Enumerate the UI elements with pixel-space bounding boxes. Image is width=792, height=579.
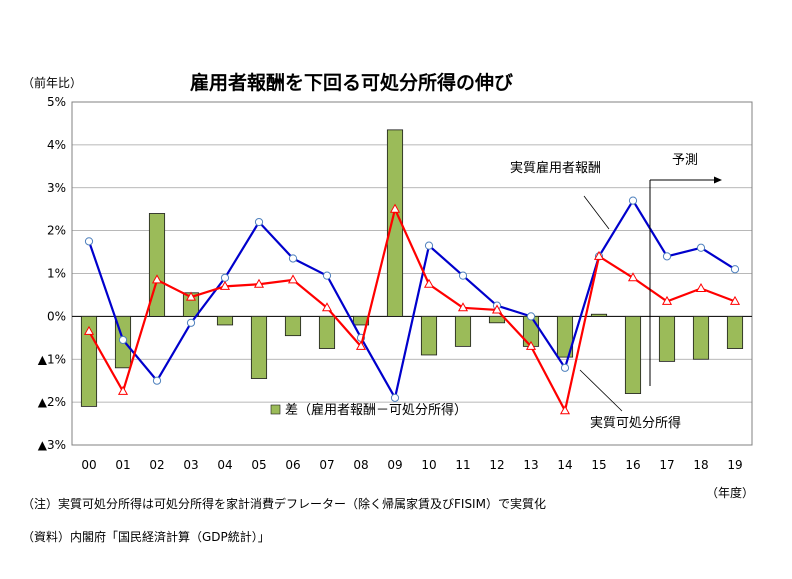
label-disposable: 実質可処分所得 bbox=[590, 415, 681, 431]
point-compensation bbox=[458, 271, 468, 280]
point-disposable bbox=[117, 385, 129, 395]
y-tick-label: 2% bbox=[47, 224, 66, 238]
y-tick-label: 1% bbox=[47, 267, 66, 281]
x-tick-label: 14 bbox=[557, 458, 572, 472]
label-compensation: 実質雇用者報酬 bbox=[510, 160, 601, 176]
x-tick-label: 10 bbox=[421, 458, 436, 472]
x-tick-label: 13 bbox=[523, 458, 538, 472]
x-tick-label: 02 bbox=[149, 458, 164, 472]
y-tick-label: 5% bbox=[47, 95, 66, 109]
point-disposable bbox=[695, 282, 707, 293]
bar-diff bbox=[488, 315, 506, 324]
bar-diff bbox=[284, 315, 302, 337]
point-disposable bbox=[83, 325, 95, 335]
point-compensation bbox=[730, 265, 740, 274]
point-disposable bbox=[661, 295, 673, 305]
point-disposable bbox=[627, 272, 639, 282]
x-tick-label: 04 bbox=[217, 458, 232, 472]
point-disposable bbox=[321, 302, 333, 312]
x-unit-label: （年度） bbox=[706, 486, 755, 500]
y-unit-label: （前年比） bbox=[22, 76, 83, 90]
x-tick-label: 09 bbox=[387, 458, 402, 472]
y-tick-label: ▲1% bbox=[38, 352, 66, 366]
point-disposable bbox=[151, 274, 163, 284]
point-compensation bbox=[526, 312, 536, 321]
forecast-label: 予測 bbox=[672, 153, 698, 168]
point-compensation bbox=[424, 241, 434, 250]
x-tick-label: 19 bbox=[727, 458, 742, 472]
point-disposable bbox=[287, 274, 299, 284]
bar-diff bbox=[590, 313, 608, 317]
x-tick-label: 17 bbox=[659, 458, 674, 472]
x-tick-label: 06 bbox=[285, 458, 300, 472]
bar-diff bbox=[624, 315, 642, 394]
forecast-arrowhead bbox=[714, 176, 722, 184]
bar-diff bbox=[556, 315, 574, 358]
point-compensation bbox=[288, 254, 298, 263]
bar-diff bbox=[726, 315, 744, 349]
y-tick-label: 4% bbox=[47, 138, 66, 152]
bar-diff bbox=[250, 315, 268, 379]
point-compensation bbox=[696, 243, 706, 252]
point-compensation bbox=[560, 363, 570, 372]
point-compensation bbox=[662, 252, 672, 261]
footnote: （注）実質可処分所得は可処分所得を家計消費デフレーター（除く帰属家賃及びFISI… bbox=[22, 497, 546, 511]
point-compensation bbox=[152, 376, 162, 385]
y-tick-label: ▲3% bbox=[38, 438, 66, 452]
point-compensation bbox=[254, 217, 264, 227]
x-tick-label: 00 bbox=[81, 458, 96, 472]
point-disposable bbox=[729, 295, 741, 305]
y-tick-label: 3% bbox=[47, 181, 66, 195]
point-compensation bbox=[390, 393, 400, 402]
point-compensation bbox=[322, 271, 332, 280]
y-tick-label: 0% bbox=[47, 309, 66, 323]
x-tick-label: 01 bbox=[115, 458, 130, 472]
point-disposable bbox=[423, 278, 435, 288]
point-disposable bbox=[219, 280, 231, 290]
bar-diff bbox=[420, 315, 438, 356]
y-tick-label: ▲2% bbox=[38, 395, 66, 409]
point-disposable bbox=[355, 340, 367, 350]
point-disposable bbox=[593, 250, 605, 260]
bar-diff bbox=[386, 129, 404, 317]
plot-frame bbox=[71, 101, 753, 446]
point-disposable bbox=[389, 203, 401, 213]
callout-compensation bbox=[583, 195, 610, 230]
x-tick-label: 16 bbox=[625, 458, 640, 472]
point-disposable bbox=[559, 405, 571, 415]
bar-diff bbox=[658, 315, 676, 362]
x-tick-label: 11 bbox=[455, 458, 470, 472]
bar-diff bbox=[454, 315, 472, 347]
x-tick-label: 12 bbox=[489, 458, 504, 472]
legend-label-diff: 差（雇用者報酬－可処分所得） bbox=[285, 402, 467, 418]
point-disposable bbox=[525, 340, 537, 350]
bar-diff bbox=[216, 315, 234, 326]
line-compensation bbox=[87, 198, 736, 401]
x-tick-label: 03 bbox=[183, 458, 198, 472]
chart-title: 雇用者報酬を下回る可処分所得の伸び bbox=[190, 72, 514, 94]
point-compensation bbox=[84, 237, 94, 246]
x-tick-label: 07 bbox=[319, 458, 334, 472]
x-tick-label: 18 bbox=[693, 458, 708, 472]
point-compensation bbox=[118, 335, 128, 345]
x-tick-label: 08 bbox=[353, 458, 368, 472]
x-tick-label: 05 bbox=[251, 458, 266, 472]
source-note: （資料）内閣府「国民経済計算（GDP統計）」 bbox=[22, 530, 270, 544]
point-disposable bbox=[457, 302, 469, 312]
callout-disposable bbox=[579, 369, 623, 412]
bar-diff bbox=[692, 315, 710, 360]
bar-diff bbox=[352, 315, 370, 326]
line-disposable bbox=[88, 205, 736, 414]
point-disposable bbox=[185, 291, 197, 301]
bar-diff bbox=[318, 315, 336, 349]
x-tick-label: 15 bbox=[591, 458, 606, 472]
point-compensation bbox=[628, 196, 638, 205]
legend-swatch-diff bbox=[270, 404, 281, 415]
point-compensation bbox=[220, 273, 230, 282]
point-compensation bbox=[186, 318, 196, 327]
point-disposable bbox=[491, 304, 503, 314]
point-disposable bbox=[253, 278, 265, 288]
